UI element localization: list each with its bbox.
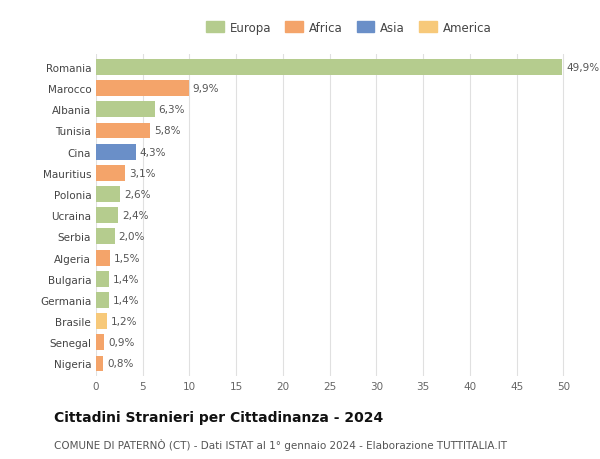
Bar (96, 250, 110, 266)
Bar (96, 60, 562, 76)
Text: 2,6%: 2,6% (124, 190, 151, 200)
Bar (96, 123, 150, 139)
Text: 1,2%: 1,2% (111, 316, 137, 326)
Text: 0,9%: 0,9% (108, 337, 134, 347)
Bar (96, 229, 115, 245)
Text: 5,8%: 5,8% (154, 126, 181, 136)
Bar (96, 166, 125, 181)
Text: 1,4%: 1,4% (113, 274, 139, 284)
Text: 2,0%: 2,0% (118, 232, 145, 242)
Bar (96, 81, 188, 97)
Bar (96, 145, 136, 160)
Bar (96, 356, 103, 372)
Bar (96, 292, 109, 308)
Text: 9,9%: 9,9% (192, 84, 219, 94)
Bar (96, 313, 107, 330)
Text: 49,9%: 49,9% (566, 63, 599, 73)
Bar (96, 335, 104, 351)
Text: 1,4%: 1,4% (113, 295, 139, 305)
Bar (96, 208, 118, 224)
Legend: Europa, Africa, Asia, America: Europa, Africa, Asia, America (203, 19, 494, 37)
Text: 4,3%: 4,3% (140, 147, 166, 157)
Bar (96, 187, 120, 202)
Text: 2,4%: 2,4% (122, 211, 149, 221)
Bar (96, 102, 155, 118)
Text: 0,8%: 0,8% (107, 358, 134, 369)
Text: 6,3%: 6,3% (158, 105, 185, 115)
Text: COMUNE DI PATERNÒ (CT) - Dati ISTAT al 1° gennaio 2024 - Elaborazione TUTTITALIA: COMUNE DI PATERNÒ (CT) - Dati ISTAT al 1… (54, 438, 507, 450)
Text: 1,5%: 1,5% (114, 253, 140, 263)
Bar (96, 271, 109, 287)
Text: 3,1%: 3,1% (129, 168, 155, 179)
Text: Cittadini Stranieri per Cittadinanza - 2024: Cittadini Stranieri per Cittadinanza - 2… (54, 411, 383, 425)
